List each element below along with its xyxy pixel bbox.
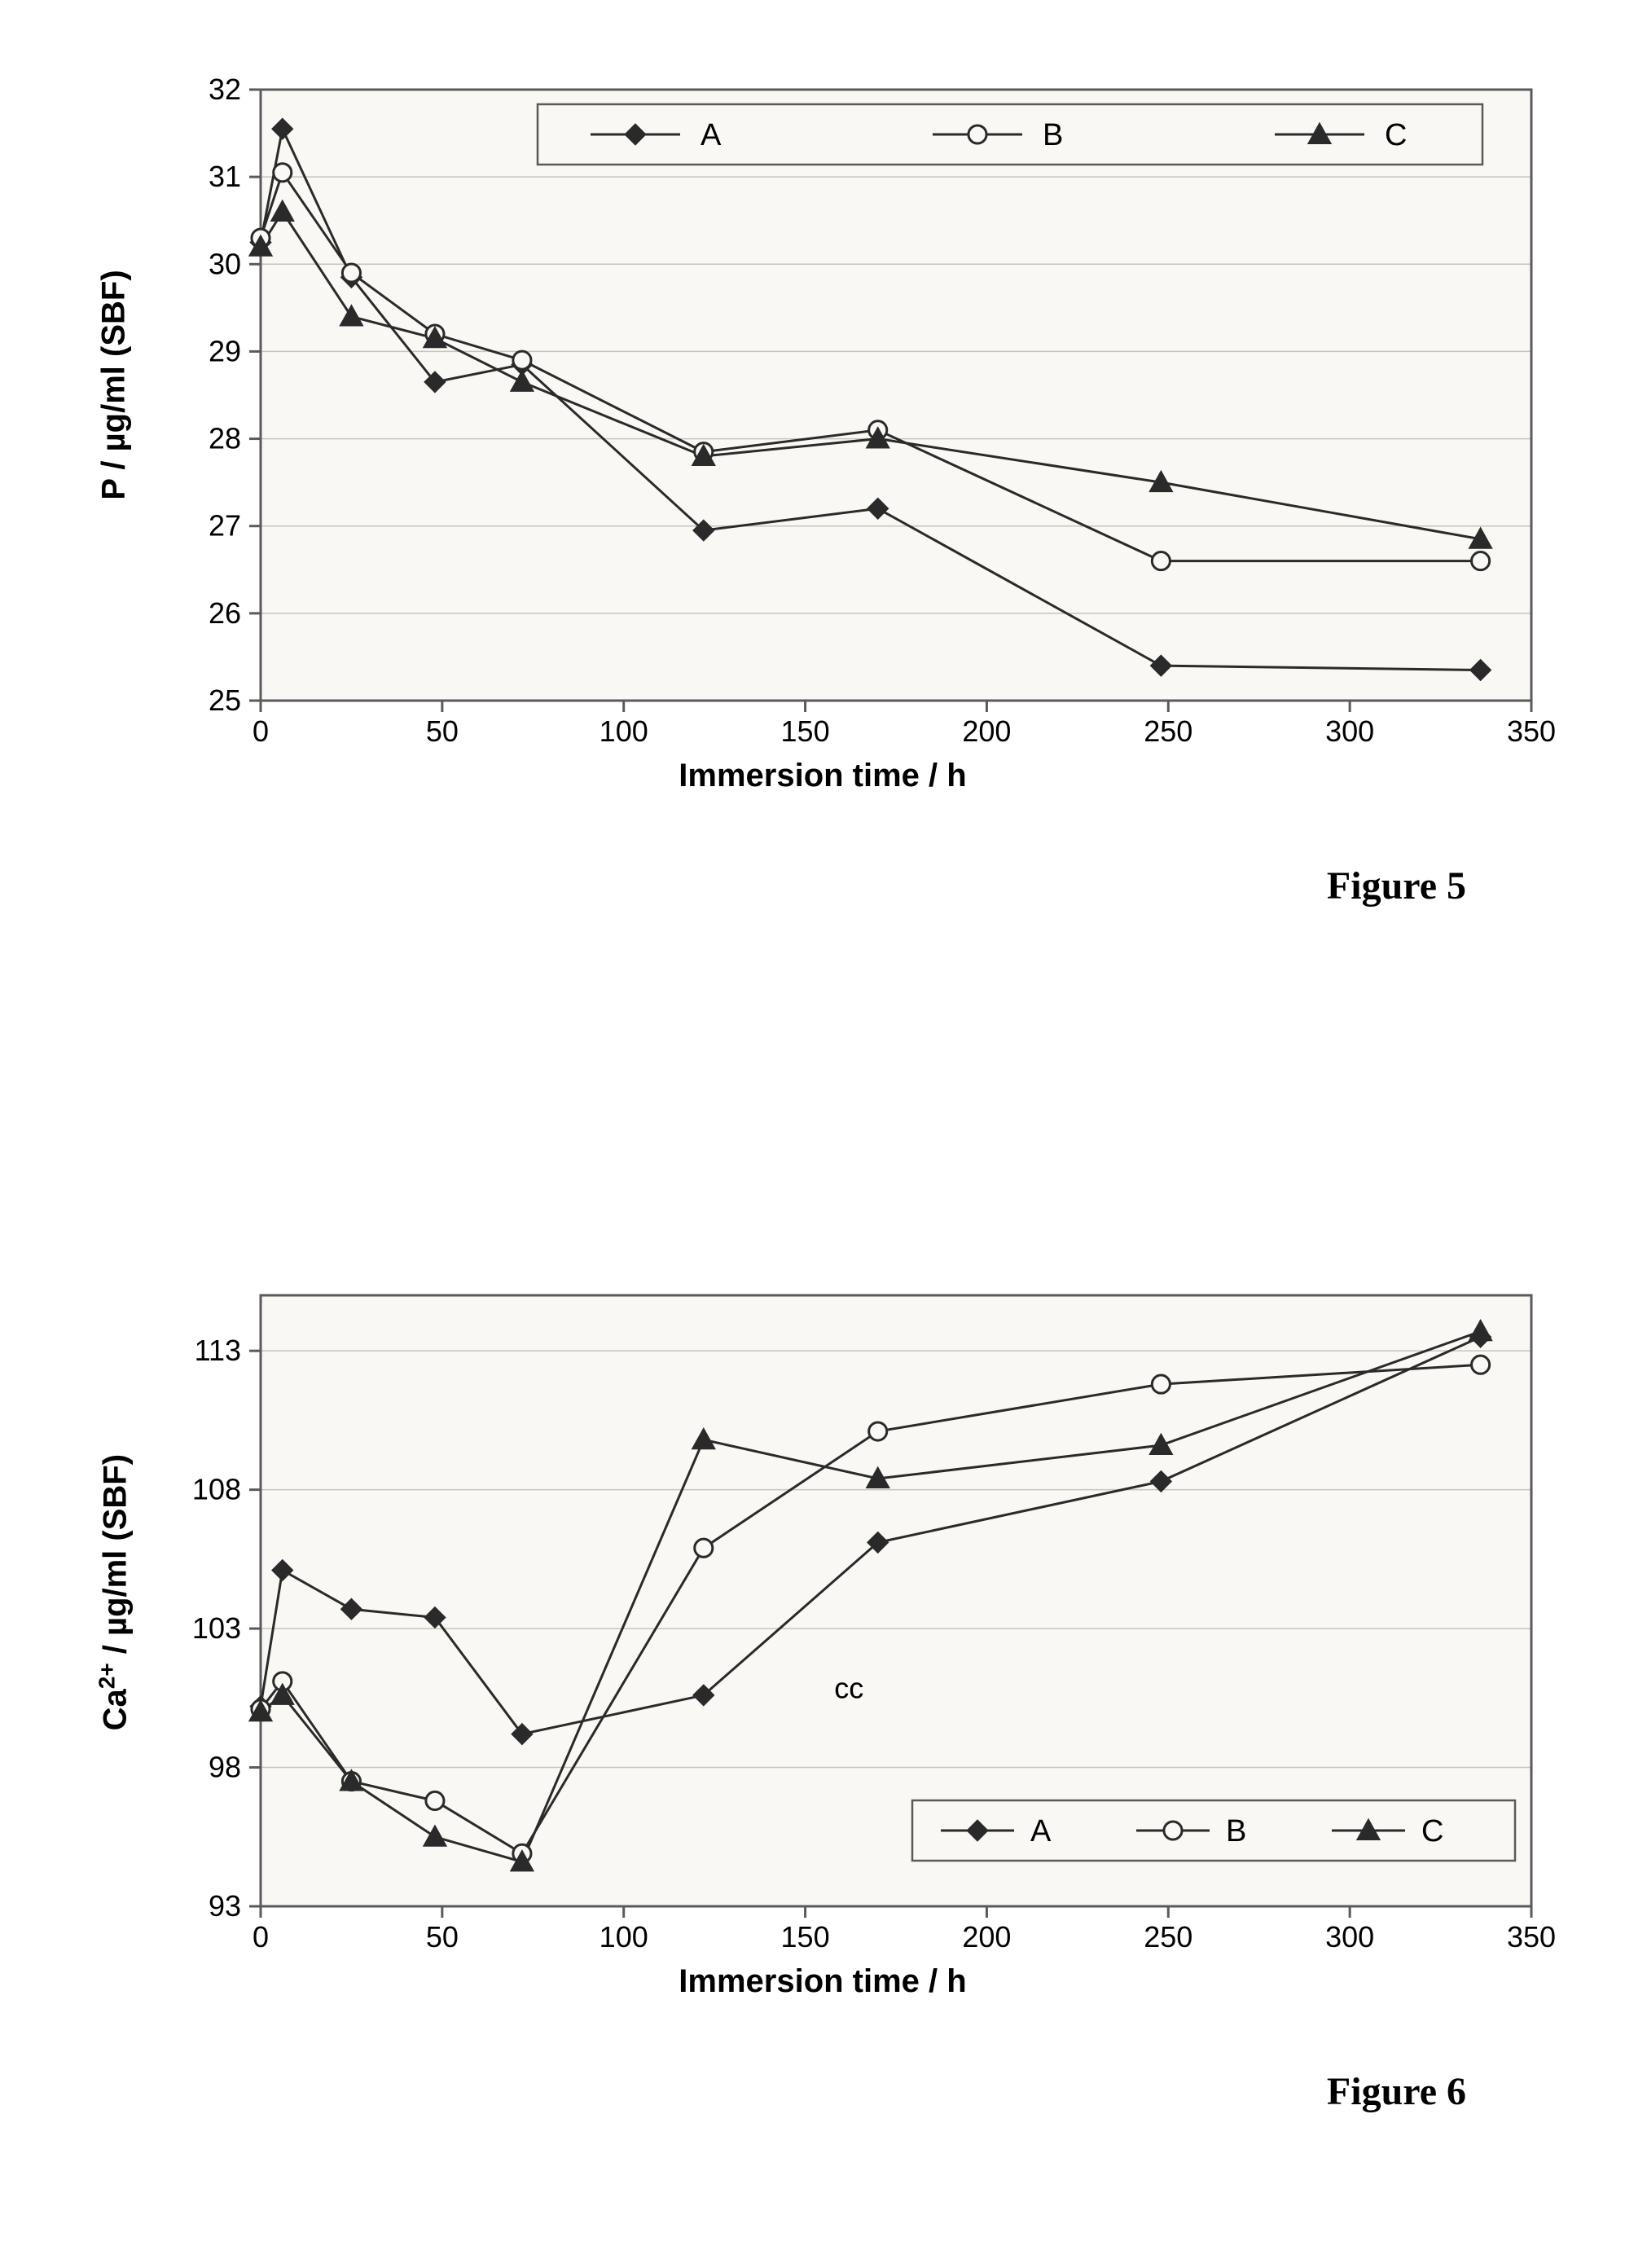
svg-text:100: 100 — [600, 714, 648, 748]
svg-text:103: 103 — [192, 1611, 241, 1645]
svg-text:300: 300 — [1325, 1920, 1374, 1954]
svg-text:25: 25 — [209, 683, 241, 717]
svg-text:350: 350 — [1507, 714, 1556, 748]
figure-5-ylabel: P / µg/ml (SBF) — [96, 59, 133, 711]
svg-text:350: 350 — [1507, 1920, 1556, 1954]
figure-5-caption: Figure 5 — [1327, 864, 1466, 908]
svg-text:0: 0 — [253, 1920, 269, 1954]
svg-text:A: A — [701, 118, 722, 152]
svg-text:150: 150 — [781, 1920, 830, 1954]
svg-text:27: 27 — [209, 509, 241, 543]
figure-6-svg: 0 50 100 150 200 250 300 350 93 98 103 108 113 cc A B C — [81, 1271, 1564, 2004]
svg-text:32: 32 — [209, 73, 241, 106]
svg-text:150: 150 — [781, 714, 830, 748]
svg-text:31: 31 — [209, 160, 241, 193]
svg-text:93: 93 — [209, 1889, 241, 1923]
svg-text:108: 108 — [192, 1473, 241, 1506]
svg-text:30: 30 — [209, 247, 241, 280]
figure-6-caption: Figure 6 — [1327, 2069, 1466, 2114]
svg-text:113: 113 — [195, 1334, 241, 1367]
svg-text:250: 250 — [1144, 1920, 1192, 1954]
svg-text:C: C — [1385, 118, 1407, 152]
figure-5-svg: 0 50 100 150 200 250 300 350 25 26 27 28 29 30 31 32 A B C — [81, 65, 1564, 798]
svg-text:26: 26 — [209, 596, 241, 630]
svg-text:0: 0 — [253, 714, 269, 748]
svg-text:300: 300 — [1325, 714, 1374, 748]
svg-text:B: B — [1043, 118, 1063, 152]
figure-6: 0501001502002503003509398103108113ccABC … — [81, 1271, 1564, 2183]
svg-text:A: A — [1030, 1814, 1052, 1848]
svg-text:29: 29 — [209, 334, 241, 367]
svg-text:100: 100 — [600, 1920, 648, 1954]
svg-text:200: 200 — [962, 714, 1011, 748]
svg-text:200: 200 — [962, 1920, 1011, 1954]
figure-5-xlabel: Immersion time / h — [81, 758, 1564, 794]
svg-text:50: 50 — [426, 1920, 459, 1954]
svg-text:cc: cc — [834, 1671, 863, 1704]
svg-text:98: 98 — [209, 1751, 241, 1784]
svg-text:28: 28 — [209, 422, 241, 455]
svg-text:C: C — [1421, 1814, 1443, 1848]
figure-5: 0 50 100 150 200 250 300 350 25 26 27 28 29 30 31 32 A B C… — [81, 65, 1564, 978]
figure-6-xlabel: Immersion time / h — [81, 1963, 1564, 2000]
svg-text:250: 250 — [1144, 714, 1192, 748]
figure-6-ylabel: Ca2+ / µg/ml (SBF) — [94, 1267, 134, 1919]
svg-text:B: B — [1226, 1814, 1246, 1848]
svg-text:50: 50 — [426, 714, 459, 748]
